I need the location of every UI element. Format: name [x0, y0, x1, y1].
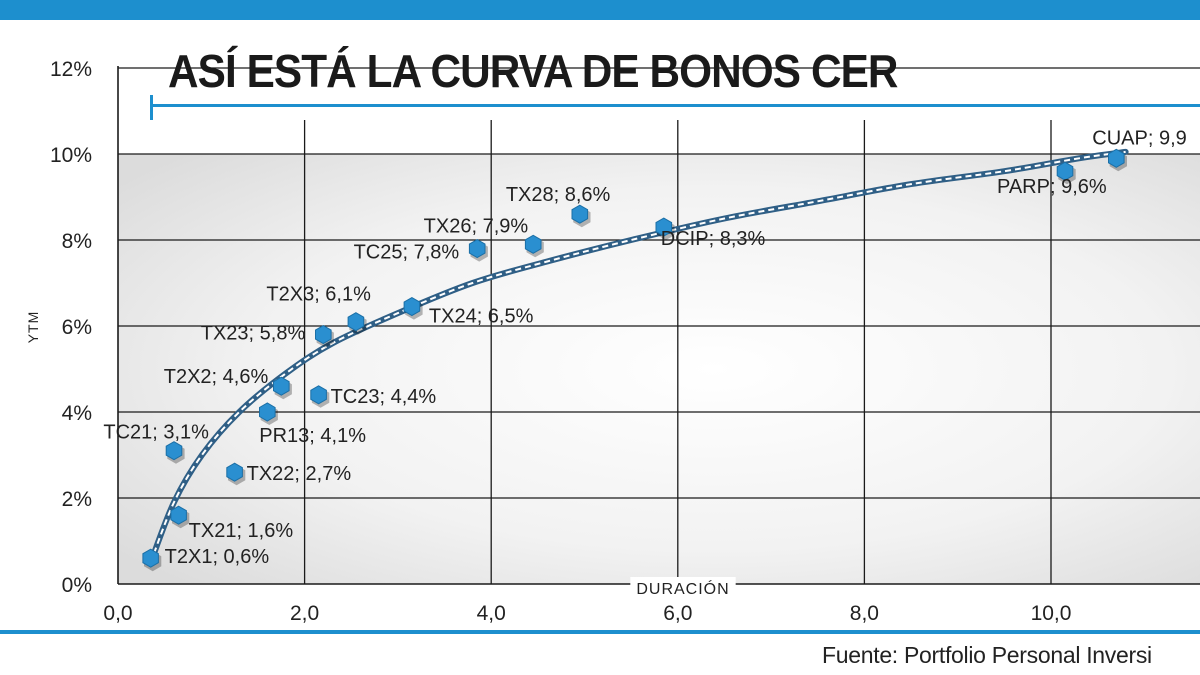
point-label: TC23; 4,4%: [331, 386, 437, 408]
data-point: [310, 385, 327, 405]
y-axis-title: YTM: [25, 311, 41, 344]
data-point: [273, 376, 290, 396]
x-tick-label: 4,0: [477, 602, 506, 625]
point-label: T2X3; 6,1%: [266, 284, 371, 306]
data-point: [259, 402, 276, 422]
data-point: [1108, 148, 1125, 168]
y-tick-label: 2%: [62, 488, 92, 511]
data-point: [347, 312, 365, 332]
y-tick-label: 6%: [62, 316, 92, 339]
data-point: [524, 234, 542, 254]
x-tick-label: 0,0: [103, 602, 132, 625]
y-tick-label: 4%: [62, 402, 92, 425]
data-point: [165, 441, 183, 461]
point-label: TX22; 2,7%: [247, 463, 352, 485]
data-point: [571, 204, 589, 224]
data-labels: T2X1; 0,6% TX21; 1,6% TC21; 3,1% TX22; 2,7%…: [103, 127, 1186, 568]
x-tick-label: 6,0: [663, 602, 692, 625]
x-tick-label: 10,0: [1031, 602, 1072, 625]
point-label: TX23; 5,8%: [201, 323, 306, 345]
y-tick-label: 8%: [62, 230, 92, 253]
chart-plot: T2X1; 0,6% TX21; 1,6% TC21; 3,1% TX22; 2,7%…: [25, 58, 1200, 625]
data-points: [142, 148, 1127, 572]
trend-curve-outline: [147, 148, 1129, 566]
point-label: TX21; 1,6%: [189, 520, 294, 542]
data-point: [226, 462, 243, 482]
point-label: DCIP; 8,3%: [661, 228, 766, 250]
title-underline-cap: [150, 95, 153, 120]
grid-lines: [118, 67, 1200, 584]
x-tick-label: 8,0: [850, 602, 879, 625]
top-accent-bar: [0, 0, 1200, 20]
data-point: [142, 548, 159, 568]
point-label: TC21; 3,1%: [103, 422, 209, 444]
bottom-accent-line: [0, 630, 1200, 634]
data-point: [315, 325, 332, 345]
data-point: [655, 217, 673, 237]
point-label: TX28; 8,6%: [506, 184, 611, 206]
point-label: T2X2; 4,6%: [164, 366, 269, 388]
tick-labels: 0% 2% 4% 6% 8% 10% 12% 0,0 2,0 4,0 6,0 8,0 10,0: [50, 58, 1071, 625]
data-point: [403, 297, 421, 317]
point-label: TC25; 7,8%: [354, 242, 460, 264]
point-label: TX24; 6,5%: [429, 306, 534, 328]
trend-curve: [147, 148, 1129, 566]
point-label: CUAP; 9,9: [1092, 127, 1186, 149]
point-label: T2X1; 0,6%: [165, 546, 270, 568]
point-label: PARP; 9,6%: [997, 176, 1107, 198]
data-point: [1056, 161, 1074, 181]
y-tick-label: 10%: [50, 144, 92, 167]
y-tick-label: 0%: [62, 574, 92, 597]
point-label: TX26; 7,9%: [424, 215, 529, 237]
point-label: PR13; 4,1%: [259, 425, 366, 447]
source-credit: Fuente: Portfolio Personal Inversi: [822, 642, 1152, 668]
y-tick-label: 12%: [50, 58, 92, 81]
title-underline: [152, 104, 1200, 107]
x-axis-title: DURACIÓN: [636, 579, 729, 598]
data-point: [170, 505, 187, 525]
chart-title: ASÍ ESTÁ LA CURVA DE BONOS CER: [168, 45, 898, 97]
x-tick-label: 2,0: [290, 602, 319, 625]
x-axis-title-bg: [630, 577, 736, 600]
data-point: [468, 239, 486, 259]
